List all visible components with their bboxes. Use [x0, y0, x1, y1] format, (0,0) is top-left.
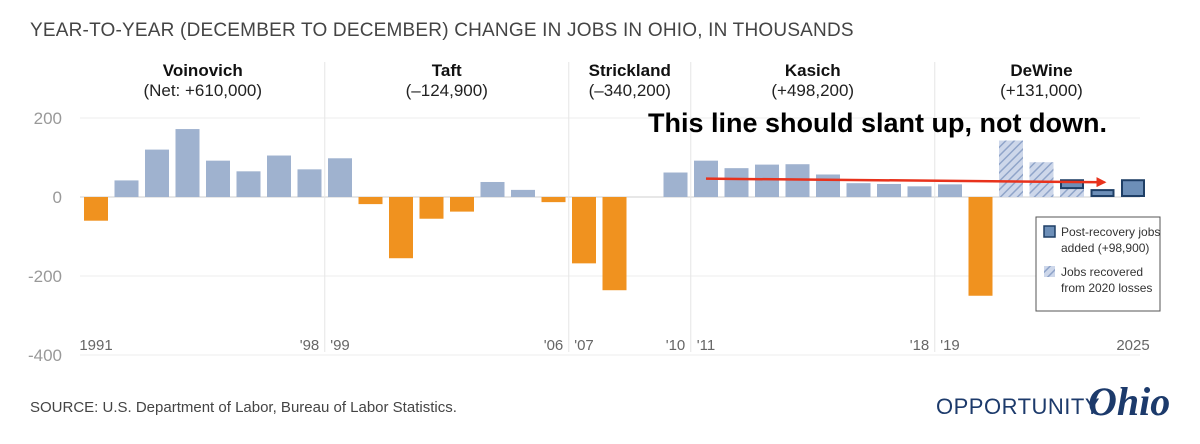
- bar-2005: [511, 189, 535, 197]
- bar-2012: [724, 168, 749, 197]
- bar-2002: [419, 197, 444, 219]
- bar-2006: [541, 197, 566, 203]
- bar-1999: [328, 158, 352, 197]
- bar-2013: [755, 164, 779, 197]
- x-tick-label: '98: [300, 337, 320, 354]
- bar-chart: 200 0 -200 -400 1991 '98 '99 '06 '07 '10 '11 '18 '1…: [28, 61, 1161, 365]
- legend-label: Jobs recovered: [1061, 265, 1143, 279]
- bar-2019: [938, 184, 962, 197]
- bar-jobs-recovered-2021: [999, 140, 1023, 197]
- bar-jobs-recovered-2022: [1029, 162, 1054, 197]
- y-tick-label: 200: [34, 109, 62, 128]
- source-note: SOURCE: U.S. Department of Labor, Bureau…: [30, 399, 457, 416]
- x-tick-label: '07: [574, 337, 594, 354]
- x-tick-label: '18: [910, 337, 930, 354]
- bar-jobs-recovered-2023: [1060, 189, 1084, 197]
- trend-arrow: [705, 177, 1107, 188]
- bar-2010: [663, 172, 688, 197]
- chart-title: YEAR-TO-YEAR (DECEMBER TO DECEMBER) CHAN…: [30, 20, 854, 41]
- annotation-text: This line should slant up, not down.: [648, 108, 1107, 138]
- bar-1995: [206, 160, 230, 197]
- logo-ohio: Ohio: [1088, 379, 1171, 424]
- bar-1992: [114, 180, 139, 197]
- x-tick-label: '10: [666, 337, 686, 354]
- x-tick-label: '19: [940, 337, 960, 354]
- governor-net-change: (–340,200): [589, 81, 671, 100]
- logo-text: OPPORTUNITY: [936, 394, 1101, 419]
- bar-1997: [267, 155, 291, 197]
- x-tick-label: 2025: [1116, 337, 1149, 354]
- bar-2018: [907, 186, 932, 197]
- bar-2020: [968, 197, 993, 296]
- bar-2001: [389, 197, 413, 259]
- governor-net-change: (+131,000): [1000, 81, 1083, 100]
- bar-1998: [297, 169, 322, 197]
- x-tick-label: '06: [544, 337, 564, 354]
- governor-name: Taft: [432, 61, 462, 80]
- governor-name: Strickland: [589, 61, 671, 80]
- opportunity-ohio-logo: OPPORTUNITY Ohio: [936, 378, 1176, 428]
- y-tick-label: -200: [28, 267, 62, 286]
- bar-post-recovery-2025: [1121, 179, 1145, 198]
- governor-net-change: (+498,200): [771, 81, 854, 100]
- governor-net-change: (Net: +610,000): [143, 81, 262, 100]
- bar-1996: [236, 171, 261, 197]
- legend-label: added (+98,900): [1061, 241, 1149, 255]
- x-tick-label: '11: [697, 337, 715, 354]
- bar-2015: [816, 174, 840, 197]
- bar-post-recovery-2023: [1060, 179, 1084, 190]
- bar-1993: [145, 149, 169, 197]
- bar-2016: [846, 183, 871, 197]
- bar-2008: [602, 197, 627, 291]
- legend-swatch-recovered: [1044, 266, 1055, 277]
- legend-box: [1035, 216, 1161, 312]
- bar-2000: [358, 197, 383, 205]
- x-tick-label: 1991: [79, 337, 112, 354]
- governor-name: Voinovich: [163, 61, 243, 80]
- y-tick-label: -400: [28, 346, 62, 365]
- bar-post-recovery-2024: [1090, 189, 1115, 198]
- bar-2003: [450, 197, 474, 212]
- bar-2004: [480, 181, 505, 197]
- legend: Post-recovery jobs added (+98,900) Jobs re…: [1035, 216, 1161, 312]
- governor-net-change: (–124,900): [406, 81, 488, 100]
- bar-2007: [572, 197, 596, 264]
- legend-label: Post-recovery jobs: [1061, 225, 1160, 239]
- y-tick-label: 0: [53, 188, 62, 207]
- governor-name: DeWine: [1010, 61, 1072, 80]
- legend-label: from 2020 losses: [1061, 281, 1152, 295]
- legend-swatch-post-recovery: [1043, 225, 1056, 238]
- bar-1991: [84, 197, 108, 221]
- bar-1994: [175, 129, 200, 197]
- bar-2017: [877, 183, 901, 197]
- governor-name: Kasich: [785, 61, 841, 80]
- x-tick-label: '99: [330, 337, 350, 354]
